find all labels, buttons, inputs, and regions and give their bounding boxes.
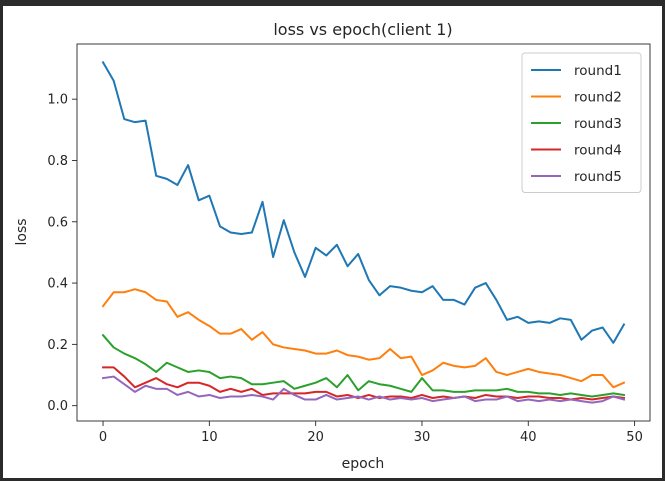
legend-label-round5: round5 <box>574 169 622 185</box>
x-tick-label: 20 <box>307 430 324 445</box>
legend-label-round1: round1 <box>574 63 622 79</box>
series-line-round1 <box>101 61 626 344</box>
y-tick-label: 0.4 <box>47 277 68 292</box>
legend-label-round4: round4 <box>574 143 622 159</box>
x-axis-label: epoch <box>342 456 385 472</box>
y-tick-label: 0.6 <box>47 215 68 230</box>
y-tick-label: 0.2 <box>47 338 68 353</box>
y-tick-label: 0.0 <box>47 399 68 414</box>
x-tick-label: 30 <box>414 430 431 445</box>
legend-box <box>521 52 642 193</box>
legend-label-round2: round2 <box>574 90 622 106</box>
y-axis-label: loss <box>14 218 30 245</box>
series-line-round4 <box>102 366 626 401</box>
x-tick-label: 40 <box>520 430 537 445</box>
y-tick-label: 0.8 <box>47 154 68 169</box>
x-tick-label: 10 <box>201 430 218 445</box>
x-tick-label: 0 <box>99 430 107 445</box>
legend: round1 round2 round3 round4 round5 <box>521 52 642 193</box>
legend-label-round3: round3 <box>574 116 622 132</box>
y-tick-label: 1.0 <box>47 93 68 108</box>
x-tick-label: 50 <box>626 430 643 445</box>
series-line-round2 <box>101 288 626 389</box>
series-line-round5 <box>101 375 626 404</box>
chart-title: loss vs epoch(client 1) <box>273 20 452 39</box>
series-line-round3 <box>101 333 626 398</box>
axes-frame <box>76 43 651 422</box>
